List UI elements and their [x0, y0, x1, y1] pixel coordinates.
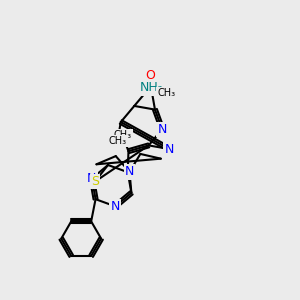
Text: N: N [158, 123, 167, 136]
Text: O: O [146, 69, 155, 82]
Text: N: N [125, 165, 134, 178]
Text: CH₃: CH₃ [109, 136, 127, 146]
Text: N: N [111, 200, 120, 213]
Text: NH₂: NH₂ [140, 82, 164, 94]
Text: N: N [87, 172, 97, 185]
Text: S: S [91, 175, 99, 188]
Text: CH₃: CH₃ [114, 130, 132, 140]
Text: N: N [165, 142, 174, 156]
Text: CH₃: CH₃ [157, 88, 176, 98]
